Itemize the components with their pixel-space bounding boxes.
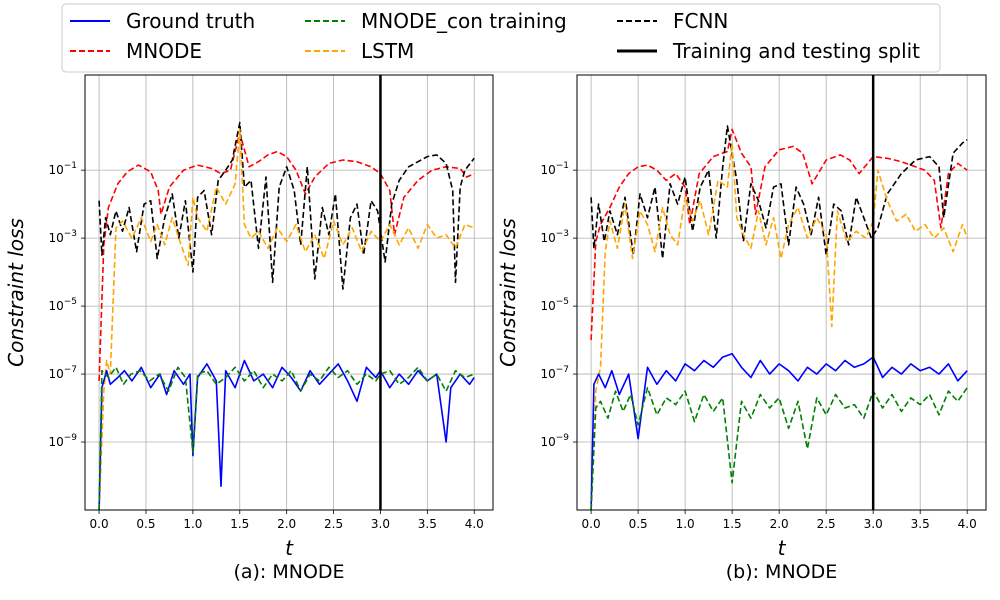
legend-entry-fcnn: FCNN	[617, 9, 728, 33]
x-tick-label: 1.5	[230, 517, 249, 531]
x-tick-label: 4.0	[465, 517, 484, 531]
series-line-mnode	[590, 128, 968, 341]
series-line-lstm	[98, 128, 475, 511]
x-tick-label: 2.0	[277, 517, 296, 531]
y-tick-label: 10−1	[540, 161, 569, 177]
legend-label: MNODE	[126, 39, 202, 63]
x-ticks: 0.0 0.5 1.0 1.5 2.0 2.5 3.0 3.5 4.0	[90, 510, 484, 531]
x-tick-label: 0.0	[90, 517, 109, 531]
axes-frame	[84, 74, 494, 511]
x-tick-label: 1.0	[183, 517, 202, 531]
legend-frame	[61, 3, 941, 73]
x-tick-label: 2.5	[324, 517, 343, 531]
subplot-caption: (b): MNODE	[726, 561, 838, 583]
x-tick-label: 3.0	[371, 517, 390, 531]
legend-label: MNODE_con training	[361, 9, 567, 33]
series-line-ground-truth	[590, 352, 968, 511]
x-tick-label: 0.5	[136, 517, 155, 531]
x-ticks: 0.0 0.5 1.0 1.5 2.0 2.5 3.0 3.5 4.0	[582, 510, 977, 531]
x-tick-label: 0.0	[582, 517, 601, 531]
legend-label: LSTM	[361, 39, 414, 63]
y-axis-label: Constraint loss	[4, 218, 28, 367]
y-tick-label: 10−7	[540, 365, 569, 381]
x-tick-label: 2.0	[770, 517, 789, 531]
y-tick-label: 10−7	[48, 365, 77, 381]
series-line-mnode-con-training	[590, 386, 968, 511]
x-tick-label: 3.5	[418, 517, 437, 531]
x-tick-label: 1.0	[676, 517, 695, 531]
y-tick-label: 10−9	[540, 433, 569, 449]
x-axis-label: t	[778, 536, 787, 560]
grid	[85, 75, 493, 510]
series-line-mnode-con-training	[98, 366, 475, 511]
series-line-fcnn	[590, 125, 968, 260]
subplot-b: 0.0 0.5 1.0 1.5 2.0 2.5 3.0 3.5 4.0 10−1 10−3 10−5…	[496, 74, 987, 583]
x-tick-label: 1.5	[723, 517, 742, 531]
legend-entry-mnode: MNODE	[70, 39, 202, 63]
series-layer	[98, 121, 475, 511]
y-tick-label: 10−3	[48, 229, 77, 245]
axes-frame	[576, 74, 987, 511]
x-tick-label: 0.5	[629, 517, 648, 531]
y-axis-label: Constraint loss	[496, 218, 520, 367]
y-tick-label: 10−5	[48, 297, 77, 313]
series-layer	[590, 125, 968, 511]
series-line-lstm	[590, 142, 968, 511]
y-ticks: 10−1 10−3 10−5 10−7 10−9	[540, 161, 577, 449]
y-tick-label: 10−9	[48, 433, 77, 449]
x-axis-label: t	[285, 536, 294, 560]
y-tick-label: 10−3	[540, 229, 569, 245]
legend: Ground truth MNODE MNODE_con training LS…	[61, 3, 941, 73]
series-line-fcnn	[98, 121, 475, 290]
y-tick-label: 10−1	[48, 161, 77, 177]
x-tick-label: 3.5	[911, 517, 930, 531]
legend-entry-training-testing-split: Training and testing split	[617, 39, 920, 63]
legend-entry-lstm: LSTM	[305, 39, 414, 63]
x-tick-label: 3.0	[864, 517, 883, 531]
x-tick-label: 4.0	[958, 517, 977, 531]
legend-label: Training and testing split	[672, 39, 920, 63]
legend-label: Ground truth	[126, 9, 255, 33]
x-tick-label: 2.5	[817, 517, 836, 531]
subplot-a: 0.0 0.5 1.0 1.5 2.0 2.5 3.0 3.5 4.0 10−1 10−3 10−5…	[4, 74, 494, 583]
subplot-caption: (a): MNODE	[233, 561, 344, 583]
grid	[577, 75, 986, 510]
y-tick-label: 10−5	[540, 297, 569, 313]
legend-entry-ground-truth: Ground truth	[70, 9, 255, 33]
legend-label: FCNN	[673, 9, 728, 33]
series-line-mnode	[98, 132, 475, 381]
legend-entry-mnode-con-training: MNODE_con training	[305, 9, 567, 33]
y-ticks: 10−1 10−3 10−5 10−7 10−9	[48, 161, 85, 449]
